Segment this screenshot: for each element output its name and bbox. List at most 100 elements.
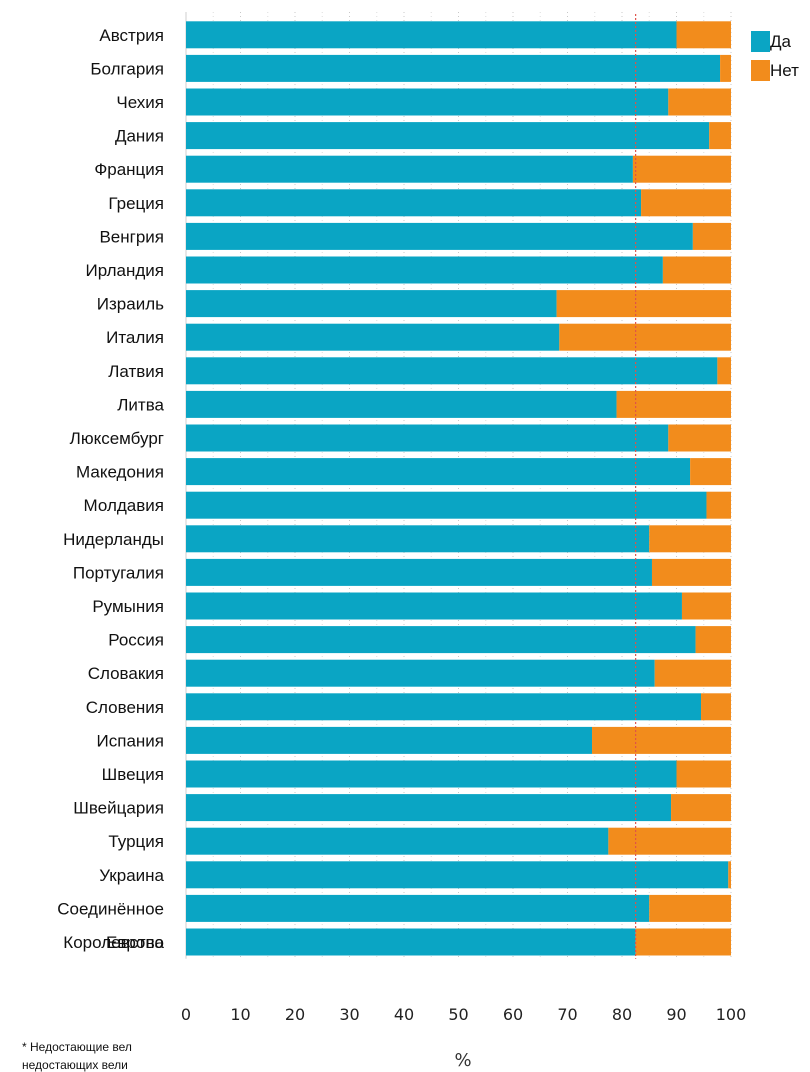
legend: Да Нет bbox=[751, 31, 799, 81]
bars-layer bbox=[186, 21, 731, 956]
bar-yes bbox=[186, 861, 729, 889]
category-label: Ирландия bbox=[86, 261, 164, 280]
bar-no bbox=[559, 323, 731, 351]
bar-yes bbox=[186, 122, 710, 150]
category-label: Италия bbox=[106, 328, 164, 347]
bar-no bbox=[676, 21, 731, 49]
bar-yes bbox=[186, 659, 655, 687]
category-label: Словения bbox=[86, 698, 164, 717]
category-label: Швейцария bbox=[73, 799, 164, 818]
bar-no bbox=[681, 592, 731, 620]
bar-yes bbox=[186, 592, 682, 620]
category-label: Чехия bbox=[116, 93, 164, 112]
bar-yes bbox=[186, 357, 718, 385]
bar-yes bbox=[186, 88, 669, 116]
bar-no bbox=[632, 155, 731, 183]
bar-yes bbox=[186, 693, 702, 721]
x-tick-label: 30 bbox=[339, 1005, 359, 1024]
category-label: Латвия bbox=[108, 362, 164, 381]
x-axis-ticks: 0 10 20 30 40 50 60 70 80 90 100 bbox=[181, 1005, 746, 1024]
legend-swatch bbox=[751, 60, 770, 81]
category-label: Турция bbox=[108, 832, 164, 851]
bar-no bbox=[654, 659, 731, 687]
x-tick-label: 0 bbox=[181, 1005, 191, 1024]
bar-no bbox=[592, 726, 731, 754]
bar-yes bbox=[186, 525, 650, 553]
x-tick-label: 100 bbox=[716, 1005, 747, 1024]
category-label: Литва bbox=[117, 395, 164, 414]
category-label: Греция bbox=[108, 194, 164, 213]
bar-yes bbox=[186, 21, 677, 49]
bar-no bbox=[641, 189, 731, 217]
bar-no bbox=[649, 894, 731, 922]
bar-no bbox=[690, 458, 731, 486]
bar-yes bbox=[186, 189, 642, 217]
bar-no bbox=[706, 491, 731, 519]
bar-yes bbox=[186, 626, 696, 654]
category-label: Испания bbox=[97, 731, 164, 750]
category-label: Словакия bbox=[88, 664, 164, 683]
x-tick-label: 80 bbox=[612, 1005, 632, 1024]
category-label: Европа bbox=[106, 933, 164, 952]
bar-yes bbox=[186, 458, 691, 486]
footnote-line-2: недостающих вели bbox=[22, 1058, 128, 1072]
bar-no bbox=[692, 222, 731, 250]
bar-yes bbox=[186, 390, 617, 418]
legend-label: Нет bbox=[770, 61, 799, 80]
category-label: Франция bbox=[94, 160, 164, 179]
bar-no bbox=[695, 626, 731, 654]
bar-yes bbox=[186, 290, 557, 318]
footnote-line-1: * Недостающие вел bbox=[22, 1040, 132, 1054]
x-tick-label: 70 bbox=[557, 1005, 577, 1024]
bar-yes bbox=[186, 794, 672, 822]
x-tick-label: 20 bbox=[285, 1005, 305, 1024]
bar-yes bbox=[186, 928, 636, 956]
x-axis-label: % bbox=[454, 1050, 471, 1071]
legend-label: Да bbox=[770, 32, 792, 51]
category-label: Австрия bbox=[99, 26, 164, 45]
bar-yes bbox=[186, 222, 693, 250]
bar-yes bbox=[186, 323, 560, 351]
bar-yes bbox=[186, 726, 593, 754]
x-tick-label: 40 bbox=[394, 1005, 414, 1024]
category-label: Украина bbox=[99, 866, 164, 885]
bar-yes bbox=[186, 491, 707, 519]
bar-yes bbox=[186, 760, 677, 788]
x-tick-label: 10 bbox=[230, 1005, 250, 1024]
bar-yes bbox=[186, 424, 669, 452]
bar-yes bbox=[186, 54, 721, 82]
bar-no bbox=[668, 424, 731, 452]
bar-no bbox=[556, 290, 731, 318]
category-label: Молдавия bbox=[84, 496, 164, 515]
category-label: Израиль bbox=[97, 295, 164, 314]
bar-no bbox=[717, 357, 731, 385]
bar-no bbox=[651, 558, 731, 586]
category-label: Королевство bbox=[63, 933, 164, 952]
x-tick-label: 50 bbox=[448, 1005, 468, 1024]
bar-yes bbox=[186, 558, 652, 586]
bar-yes bbox=[186, 155, 633, 183]
x-tick-label: 90 bbox=[666, 1005, 686, 1024]
bar-no bbox=[728, 861, 731, 889]
category-label: Дания bbox=[115, 127, 164, 146]
x-tick-label: 60 bbox=[503, 1005, 523, 1024]
bar-no bbox=[671, 794, 731, 822]
bar-no bbox=[668, 88, 731, 116]
bar-no bbox=[701, 693, 731, 721]
legend-swatch bbox=[751, 31, 770, 52]
bar-no bbox=[720, 54, 731, 82]
bar-no bbox=[649, 525, 731, 553]
bar-yes bbox=[186, 256, 663, 284]
category-label: Румыния bbox=[92, 597, 164, 616]
bar-no bbox=[709, 122, 731, 150]
category-label: Нидерланды bbox=[63, 530, 164, 549]
bar-no bbox=[676, 760, 731, 788]
bar-no bbox=[662, 256, 731, 284]
bar-yes bbox=[186, 827, 609, 855]
category-label: Швеция bbox=[102, 765, 164, 784]
bar-no bbox=[608, 827, 731, 855]
bar-no bbox=[635, 928, 731, 956]
category-label: Соединённое bbox=[57, 899, 164, 918]
category-label: Португалия bbox=[73, 563, 164, 582]
